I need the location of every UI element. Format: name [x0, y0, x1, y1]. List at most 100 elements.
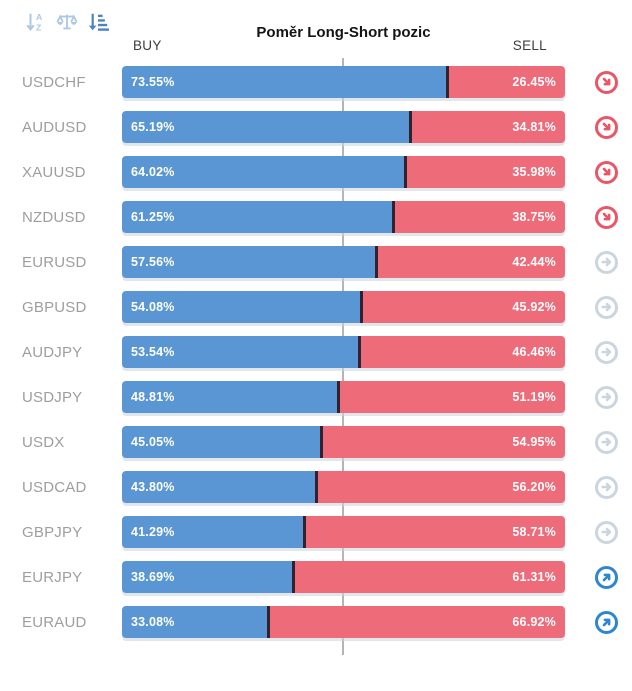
ratio-bar: 48.81% 51.19%: [122, 381, 565, 413]
buy-segment: [122, 291, 362, 323]
buy-value: 53.54%: [131, 345, 175, 359]
sort-by-value-icon[interactable]: [86, 10, 110, 34]
sell-value: 56.20%: [512, 480, 556, 494]
sell-value: 34.81%: [512, 120, 556, 134]
sell-value: 35.98%: [512, 165, 556, 179]
segment-divider: [267, 606, 271, 638]
segment-divider: [360, 291, 364, 323]
trend-down-icon[interactable]: [595, 115, 618, 139]
ratio-row[interactable]: USDCAD 43.80% 56.20%: [0, 471, 618, 503]
segment-divider: [375, 246, 379, 278]
sell-value: 42.44%: [512, 255, 556, 269]
ratio-row[interactable]: EURAUD 33.08% 66.92%: [0, 606, 618, 638]
buy-segment: [122, 336, 360, 368]
trend-neutral-icon[interactable]: [595, 430, 618, 454]
sort-alphabetical-icon[interactable]: A Z: [24, 10, 48, 34]
ratio-bar: 53.54% 46.46%: [122, 336, 565, 368]
symbol-label: GBPUSD: [22, 298, 87, 316]
sell-value: 61.31%: [512, 570, 556, 584]
segment-divider: [391, 201, 395, 233]
symbol-label: EURAUD: [22, 613, 87, 631]
symbol-label: EURJPY: [22, 568, 83, 586]
ratio-row[interactable]: USDX 45.05% 54.95%: [0, 426, 618, 458]
segment-divider: [303, 516, 307, 548]
buy-value: 73.55%: [131, 75, 175, 89]
ratio-row[interactable]: EURUSD 57.56% 42.44%: [0, 246, 618, 278]
ratio-row[interactable]: AUDUSD 65.19% 34.81%: [0, 111, 618, 143]
buy-segment: [122, 516, 305, 548]
trend-down-icon[interactable]: [595, 160, 618, 184]
buy-value: 64.02%: [131, 165, 175, 179]
buy-value: 33.08%: [131, 615, 175, 629]
trend-up-icon[interactable]: [595, 610, 618, 634]
symbol-label: NZDUSD: [22, 208, 86, 226]
trend-neutral-icon[interactable]: [595, 250, 618, 274]
trend-neutral-icon[interactable]: [595, 475, 618, 499]
ratio-row[interactable]: XAUUSD 64.02% 35.98%: [0, 156, 618, 188]
trend-neutral-icon[interactable]: [595, 385, 618, 409]
sell-value: 58.71%: [512, 525, 556, 539]
trend-down-icon[interactable]: [595, 205, 618, 229]
trend-neutral-icon[interactable]: [595, 340, 618, 364]
ratio-row[interactable]: GBPJPY 41.29% 58.71%: [0, 516, 618, 548]
ratio-row[interactable]: EURJPY 38.69% 61.31%: [0, 561, 618, 593]
sort-toolbar: A Z: [24, 10, 110, 34]
sell-segment: [338, 381, 565, 413]
ratio-row[interactable]: GBPUSD 54.08% 45.92%: [0, 291, 618, 323]
symbol-label: EURUSD: [22, 253, 87, 271]
symbol-label: USDCHF: [22, 73, 86, 91]
sell-segment: [393, 201, 565, 233]
sell-column-header: SELL: [512, 38, 547, 53]
buy-value: 48.81%: [131, 390, 175, 404]
buy-segment: [122, 246, 377, 278]
ratio-row[interactable]: USDCHF 73.55% 26.45%: [0, 66, 618, 98]
sell-segment: [321, 426, 565, 458]
buy-value: 38.69%: [131, 570, 175, 584]
ratio-bar: 38.69% 61.31%: [122, 561, 565, 593]
segment-divider: [404, 156, 408, 188]
segment-divider: [291, 561, 295, 593]
buy-value: 43.80%: [131, 480, 175, 494]
ratio-bar: 73.55% 26.45%: [122, 66, 565, 98]
segment-divider: [336, 381, 340, 413]
ratio-bar: 41.29% 58.71%: [122, 516, 565, 548]
ratio-row[interactable]: USDJPY 48.81% 51.19%: [0, 381, 618, 413]
symbol-label: AUDUSD: [22, 118, 87, 136]
buy-value: 41.29%: [131, 525, 175, 539]
segment-divider: [409, 111, 413, 143]
chart-title: Poměr Long-Short pozic: [256, 24, 431, 41]
sell-segment: [268, 606, 565, 638]
buy-segment: [122, 381, 339, 413]
svg-text:A: A: [36, 12, 43, 22]
buy-column-header: BUY: [133, 38, 162, 53]
sell-value: 38.75%: [512, 210, 556, 224]
trend-up-icon[interactable]: [595, 565, 618, 589]
sell-value: 51.19%: [512, 390, 556, 404]
sell-segment: [293, 561, 565, 593]
sell-value: 45.92%: [512, 300, 556, 314]
trend-neutral-icon[interactable]: [595, 520, 618, 544]
segment-divider: [314, 471, 318, 503]
balance-scale-icon[interactable]: [55, 10, 79, 34]
ratio-bar: 43.80% 56.20%: [122, 471, 565, 503]
segment-divider: [446, 66, 450, 98]
buy-segment: [122, 606, 269, 638]
ratio-bar: 45.05% 54.95%: [122, 426, 565, 458]
symbol-label: USDJPY: [22, 388, 83, 406]
sell-segment: [361, 291, 565, 323]
sell-value: 54.95%: [512, 435, 556, 449]
sell-segment: [405, 156, 565, 188]
symbol-label: USDCAD: [22, 478, 87, 496]
segment-divider: [320, 426, 324, 458]
buy-segment: [122, 156, 406, 188]
trend-neutral-icon[interactable]: [595, 295, 618, 319]
ratio-row[interactable]: NZDUSD 61.25% 38.75%: [0, 201, 618, 233]
buy-value: 54.08%: [131, 300, 175, 314]
ratio-row[interactable]: AUDJPY 53.54% 46.46%: [0, 336, 618, 368]
ratio-bar: 33.08% 66.92%: [122, 606, 565, 638]
sell-segment: [304, 516, 565, 548]
ratio-bar: 65.19% 34.81%: [122, 111, 565, 143]
trend-down-icon[interactable]: [595, 70, 618, 94]
buy-value: 45.05%: [131, 435, 175, 449]
